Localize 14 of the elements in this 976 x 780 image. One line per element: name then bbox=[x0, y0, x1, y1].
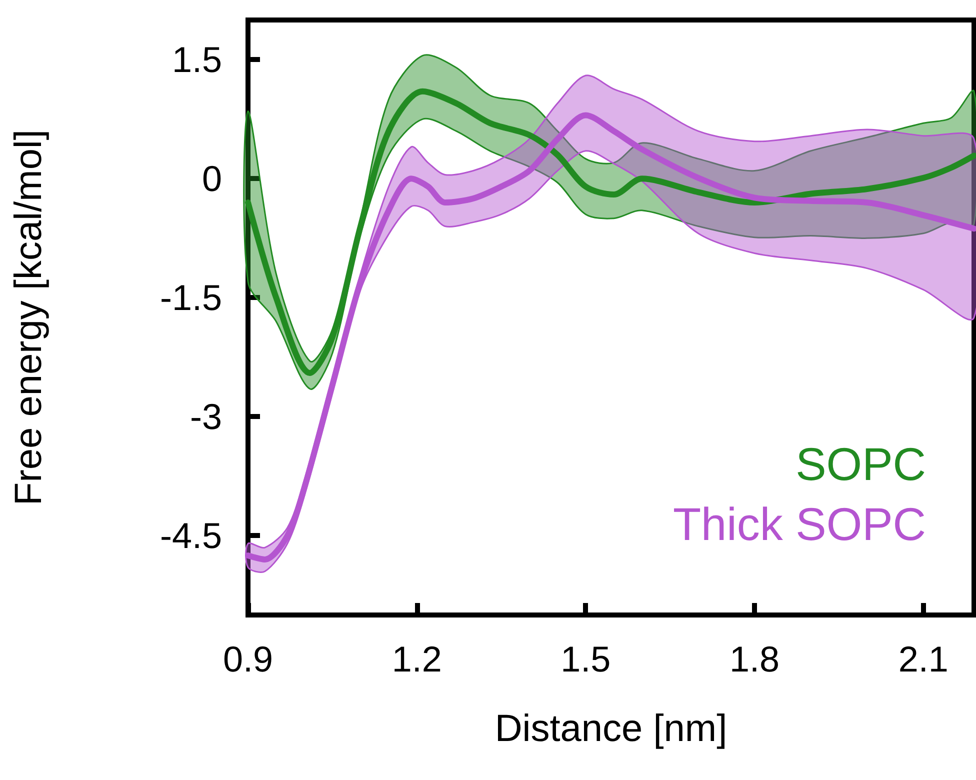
text: Thick SOPC bbox=[672, 498, 926, 550]
y-tick-label: 1.5 bbox=[172, 39, 222, 80]
x-tick-label: 1.8 bbox=[729, 638, 780, 680]
y-tick-label: -4.5 bbox=[160, 515, 222, 556]
y-axis-title: Free energy [kcal/mol] bbox=[8, 130, 50, 506]
x-tick-label: 0.9 bbox=[222, 638, 274, 680]
y-tick-label: 0 bbox=[202, 158, 222, 200]
text: SOPC bbox=[796, 438, 926, 490]
y-tick-label: -1.5 bbox=[160, 277, 222, 318]
y-tick-label: -3 bbox=[190, 396, 222, 438]
x-tick-label: 1.2 bbox=[392, 638, 442, 680]
x-tick-label: 2.1 bbox=[898, 638, 948, 680]
x-axis-title: Distance [nm] bbox=[494, 708, 728, 750]
x-tick-label: 1.5 bbox=[560, 638, 611, 680]
